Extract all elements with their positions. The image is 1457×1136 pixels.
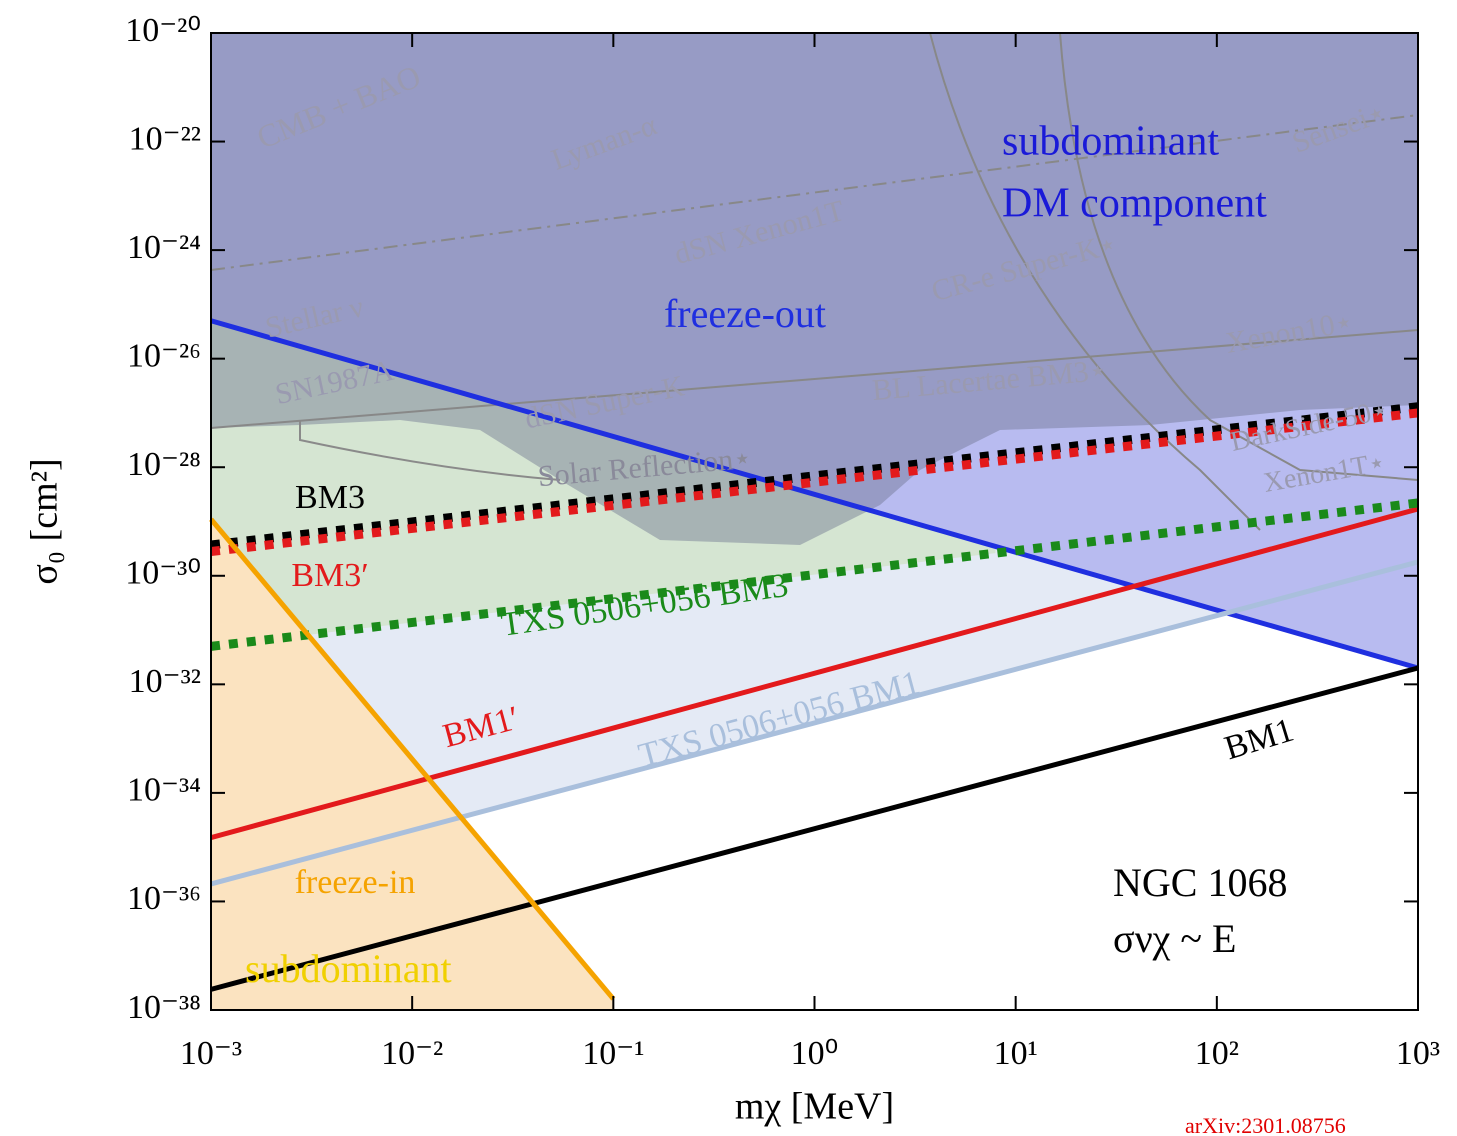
series-line — [210, 498, 1419, 651]
series-label: freeze-in — [295, 864, 416, 901]
series-line — [210, 318, 1419, 671]
series-line — [210, 402, 1419, 550]
y-tick-label: 10⁻²⁶ — [127, 337, 201, 374]
x-tick-label: 10⁻¹ — [582, 1035, 644, 1072]
series-line — [209, 517, 616, 1001]
y-tick-label: 10⁻³⁸ — [127, 989, 201, 1026]
y-tick-label: 10⁻³² — [129, 663, 201, 700]
annotation: σνχ ~ E — [1113, 916, 1236, 961]
y-tick-label: 10⁻²² — [129, 120, 201, 157]
constraint-curve — [299, 420, 561, 481]
subdominant-region — [211, 33, 1418, 668]
series-lines — [209, 318, 1419, 1001]
y-tick-label: 10⁻³⁶ — [127, 880, 201, 917]
constraint-curve — [1059, 32, 1419, 481]
y-axis-label: σ₀ [cm²] — [24, 458, 66, 584]
x-tick-label: 10⁻³ — [180, 1035, 242, 1072]
series-line — [210, 506, 1419, 841]
plot-frame — [210, 32, 1419, 1011]
y-tick-label: 10⁻³⁴ — [127, 772, 201, 809]
x-tick-label: 10⁻² — [381, 1035, 443, 1072]
y-tick-label: 10⁻²⁸ — [127, 446, 201, 483]
y-tick-label: 10⁻²⁰ — [125, 12, 201, 49]
x-tick-label: 10⁰ — [791, 1035, 839, 1072]
green-region — [211, 320, 996, 647]
annotation: arXiv:2301.08756 — [1185, 1113, 1346, 1136]
y-tick-label: 10⁻³⁰ — [125, 555, 201, 592]
series-label: freeze-out — [664, 291, 826, 336]
annotation: subdominant — [245, 946, 452, 991]
series-label: BM3′ — [291, 557, 368, 594]
excluded-region — [211, 33, 1418, 545]
x-tick-label: 10² — [1195, 1035, 1239, 1072]
annotation: NGC 1068 — [1113, 860, 1287, 905]
series-line — [210, 408, 1419, 556]
y-tick-label: 10⁻²⁴ — [127, 229, 201, 266]
x-tick-label: 10³ — [1396, 1035, 1440, 1072]
constraint-curve — [210, 329, 1419, 429]
series-line — [210, 559, 1419, 887]
series-line — [210, 665, 1419, 992]
x-axis-label: mχ [MeV] — [735, 1086, 894, 1128]
series-label: BM3 — [295, 479, 365, 516]
annotation: DM component — [1002, 181, 1267, 227]
annotation: subdominant — [1002, 119, 1219, 165]
x-tick-label: 10¹ — [994, 1035, 1038, 1072]
